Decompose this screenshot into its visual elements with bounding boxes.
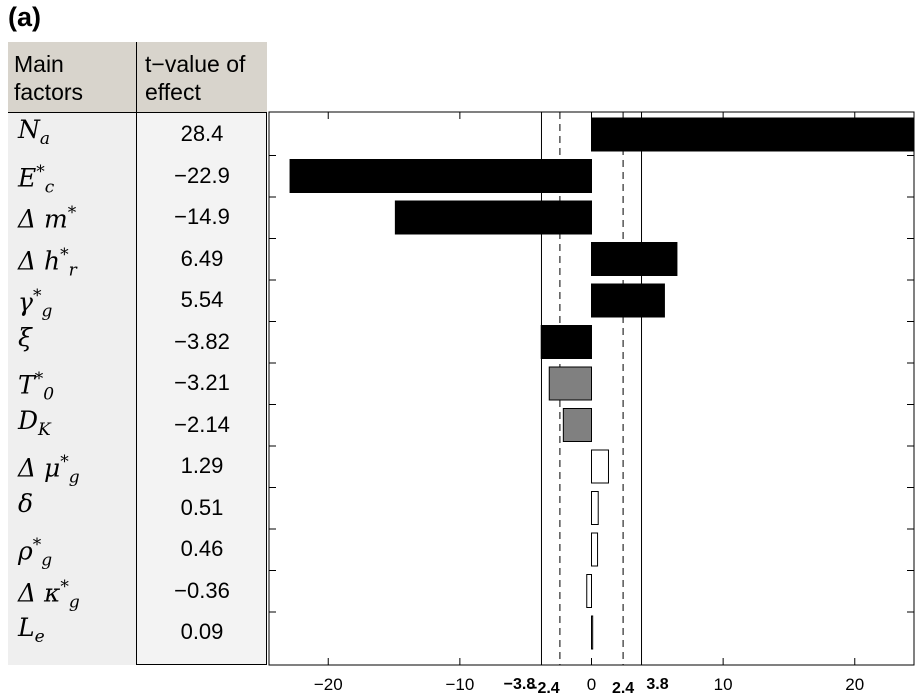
bar-7	[562, 408, 593, 442]
threshold-label-1: −2.4	[528, 680, 560, 695]
factor-column: Na E*c Δ m* Δ h*r γ*g ξ T*0 DK Δ μ*g δ ρ*g Δ κ*g Le	[8, 112, 137, 665]
bar-4	[591, 283, 665, 318]
t-value-1: −22.9	[174, 162, 230, 188]
factor-superscript: *	[34, 369, 44, 389]
threshold-labels: −3.8−2.4 2.4 3.8	[504, 676, 669, 695]
factor-superscript: *	[32, 535, 42, 555]
t-value-0: 28.4	[180, 121, 224, 146]
factor-symbol: Δ h	[18, 245, 61, 275]
factor-superscript: *	[60, 576, 69, 597]
factor-symbol: ξ	[18, 322, 32, 352]
t-value-5: −3.82	[174, 328, 230, 354]
threshold-label-3: 3.8	[646, 676, 668, 693]
x-tick-labels: −20 −10 0 10 20	[314, 675, 864, 694]
x-tick-label-0: −20	[314, 675, 343, 694]
factor-label-12: Le	[18, 613, 45, 652]
factor-symbol: Δ κ	[18, 577, 61, 607]
axis-ticks	[269, 112, 914, 665]
factor-superscript: *	[60, 452, 69, 472]
t-value-2: −14.9	[174, 204, 230, 229]
factor-subscript: g	[68, 591, 80, 612]
bar-8	[591, 449, 609, 484]
t-value-10: 0.46	[180, 536, 224, 561]
factor-subscript: g	[41, 550, 53, 571]
factor-label-4: γ*g	[18, 281, 52, 326]
t-value-9: 0.51	[180, 494, 224, 520]
factor-subscript: 0	[43, 384, 55, 405]
t-value-6: −3.21	[174, 370, 230, 395]
factor-symbol: E	[18, 162, 37, 192]
factor-table: Main factors t−value of effect Na E*c Δ m*…	[8, 42, 267, 665]
factor-subscript: e	[34, 627, 45, 647]
factor-subscript: c	[44, 176, 55, 197]
t-value-8: 1.29	[180, 453, 224, 478]
bar-12	[591, 615, 594, 650]
x-tick-label-3: 10	[714, 675, 733, 694]
t-value-7: −2.14	[174, 411, 230, 437]
bar-3	[591, 242, 678, 276]
factor-subscript: g	[41, 301, 53, 322]
header-t-value: t−value of effect	[137, 42, 267, 112]
factor-symbol: δ	[18, 488, 34, 518]
t-value-4: 5.54	[180, 287, 224, 312]
factor-symbol: L	[18, 613, 35, 642]
factor-subscript: K	[38, 419, 51, 440]
factor-symbol: γ	[18, 287, 33, 317]
x-tick-label-4: 20	[845, 675, 864, 694]
factor-label-5: ξ	[18, 323, 32, 353]
factor-label-1: E*c	[18, 157, 54, 202]
bar-2	[394, 200, 592, 235]
header-main-factors: Main factors	[8, 42, 137, 112]
factor-superscript: *	[32, 286, 42, 306]
factor-superscript: *	[36, 161, 45, 182]
bar-11	[586, 574, 593, 608]
factor-label-8: Δ μ*g	[18, 447, 80, 492]
t-value-column: 28.4 −22.9 −14.9 6.49 5.54 −3.82 −3.21 −2.14 1.2…	[137, 112, 267, 665]
factor-label-7: DK	[18, 406, 51, 445]
factor-symbol: N	[18, 115, 40, 144]
bar-6	[548, 366, 592, 401]
factor-label-11: Δ κ*g	[18, 572, 80, 617]
factor-label-6: T*0	[18, 364, 54, 409]
factor-subscript: a	[39, 129, 51, 149]
factor-subscript: g	[68, 467, 80, 488]
panel-label: (a)	[8, 2, 41, 32]
threshold-label-2: 2.4	[612, 680, 634, 695]
x-tick-label-1: −10	[445, 675, 474, 694]
bars	[289, 117, 915, 650]
factor-label-2: Δ m*	[18, 198, 76, 234]
threshold-label-0: −3.8	[504, 676, 536, 693]
factor-label-3: Δ h*r	[18, 240, 77, 285]
factor-symbol: D	[18, 405, 39, 435]
factor-label-0: Na	[18, 115, 50, 154]
factor-label-9: δ	[18, 489, 33, 519]
bar-10	[591, 532, 599, 567]
factor-superscript: *	[60, 244, 69, 265]
t-value-3: 6.49	[180, 245, 224, 271]
bar-9	[591, 491, 599, 525]
factor-symbol: Δ m	[18, 204, 68, 234]
factor-subscript: r	[68, 259, 77, 280]
factor-label-10: ρ*g	[18, 530, 52, 575]
factor-superscript: *	[67, 203, 77, 223]
factor-symbol: ρ	[18, 536, 33, 566]
bar-0	[591, 117, 915, 152]
x-tick-label-2: 0	[587, 675, 596, 694]
bar-5	[540, 325, 592, 359]
bar-1	[289, 159, 592, 193]
factor-symbol: T	[18, 370, 35, 400]
factor-symbol: Δ μ	[18, 453, 61, 483]
t-value-11: −0.36	[174, 577, 230, 603]
t-value-12: 0.09	[180, 619, 224, 644]
